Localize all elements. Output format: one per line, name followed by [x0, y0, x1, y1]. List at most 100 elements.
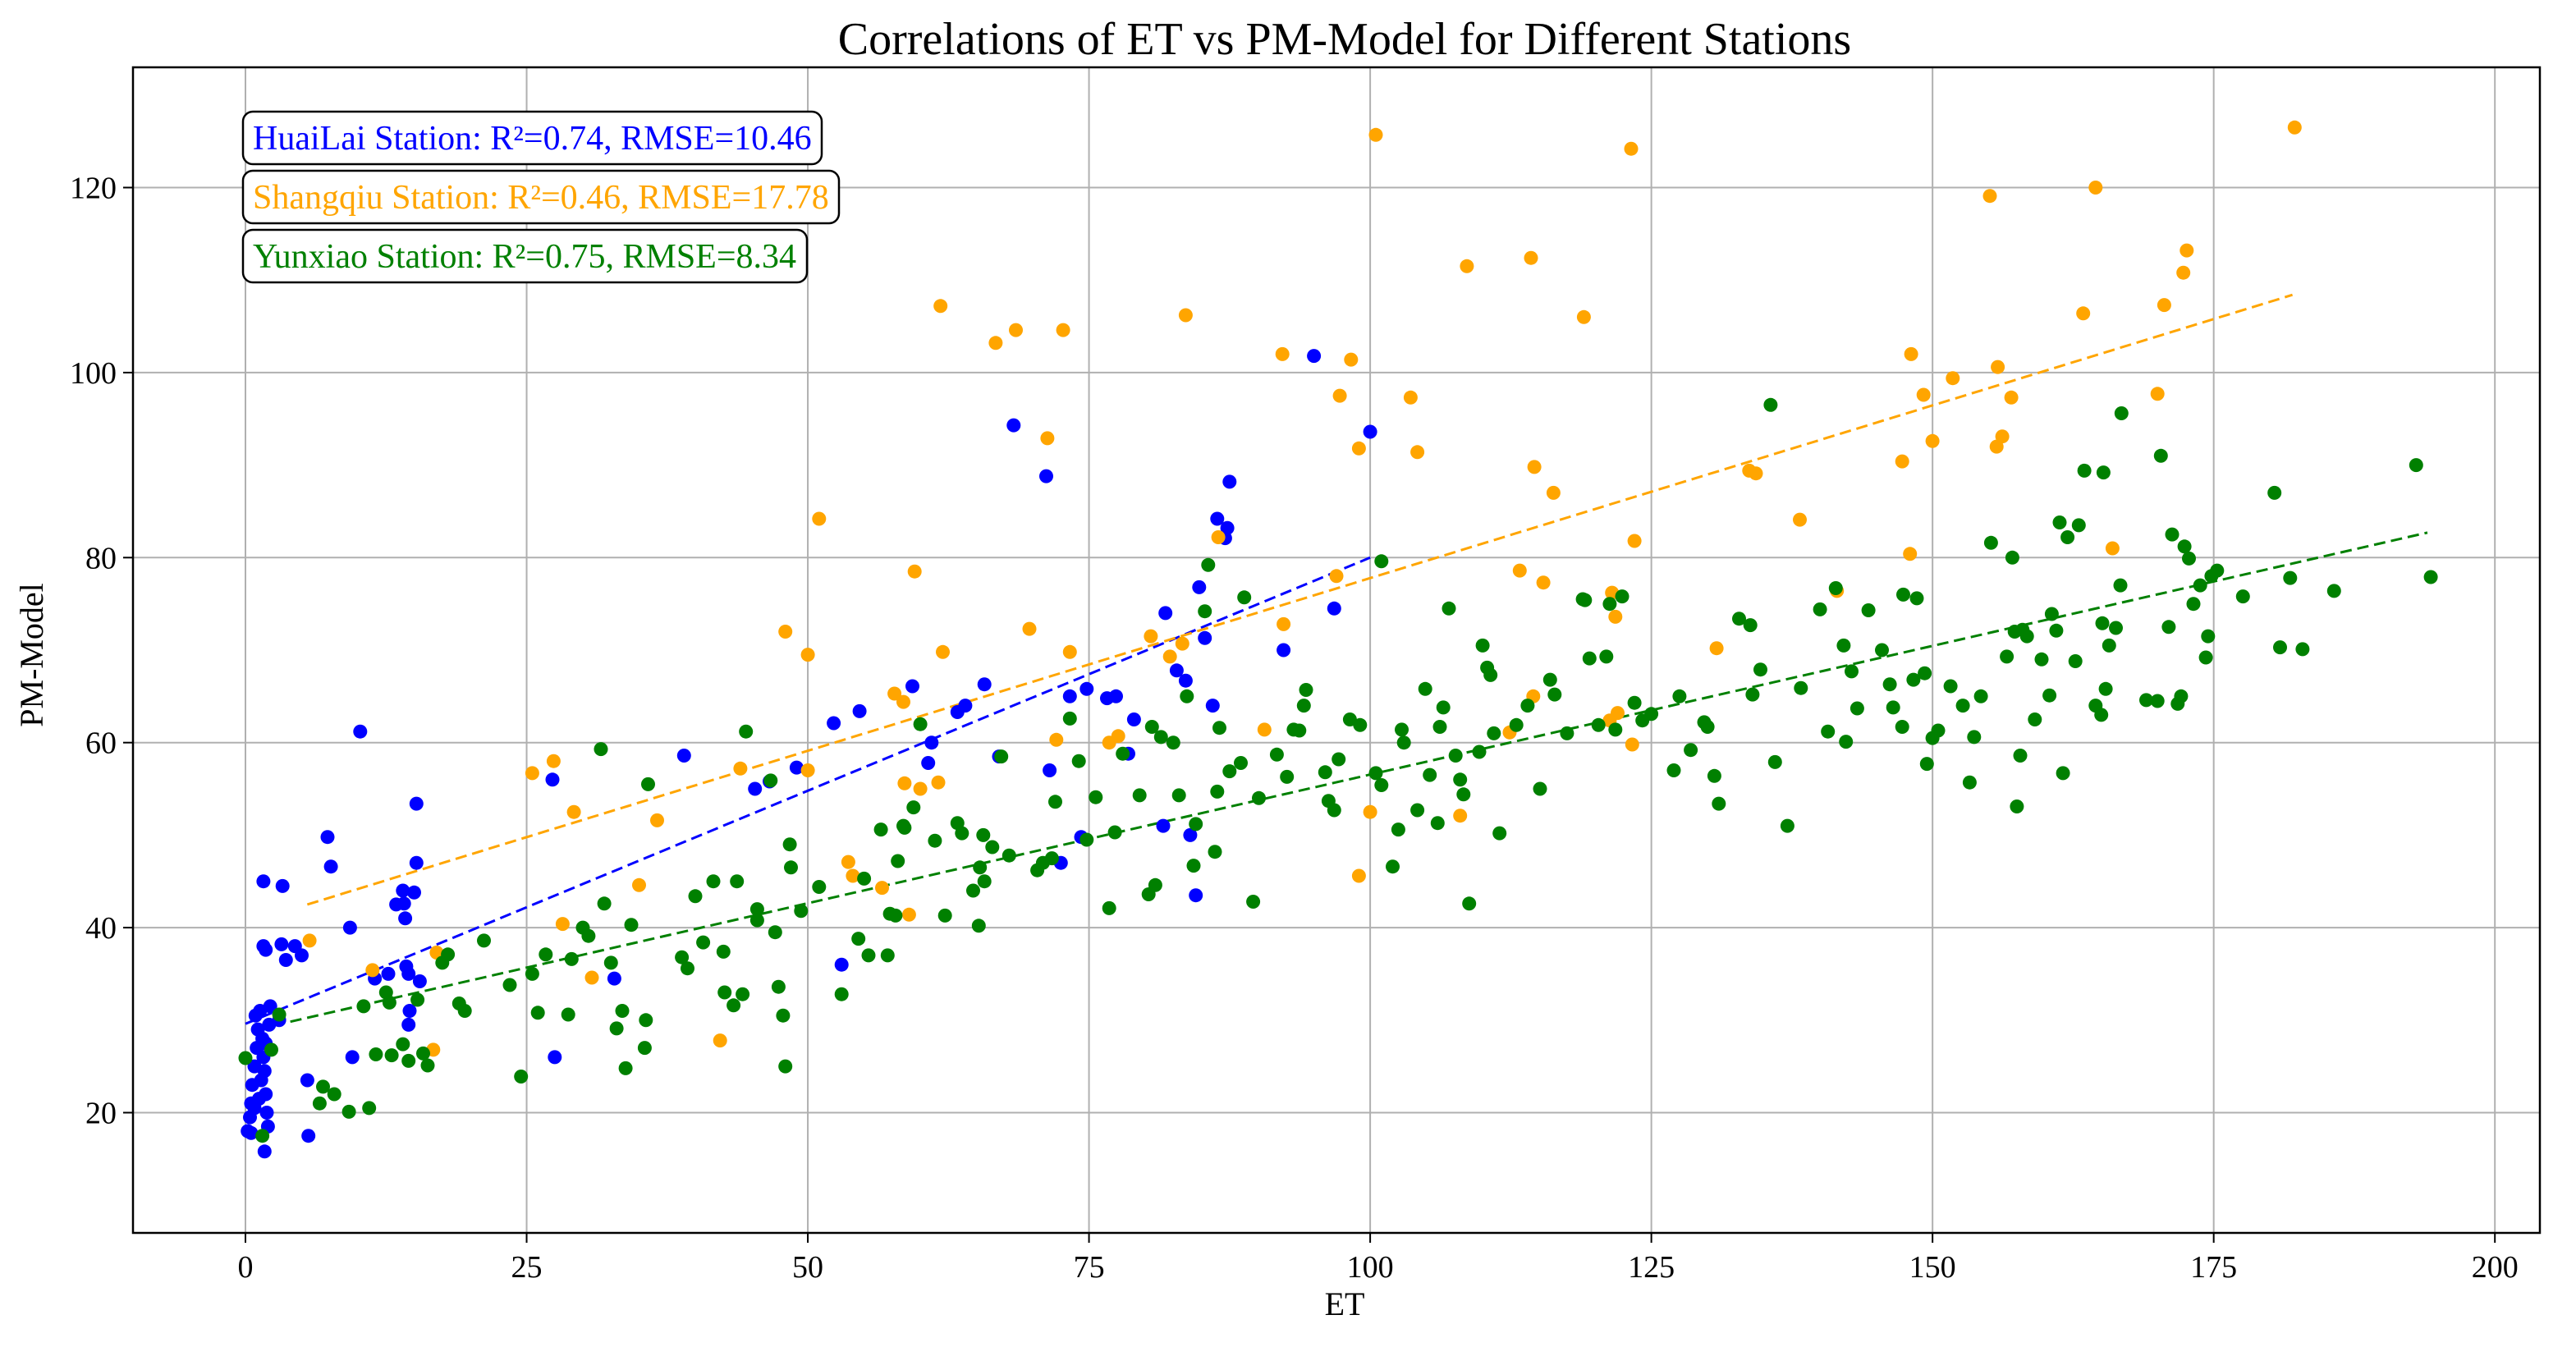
x-tick-label: 200 [2472, 1250, 2519, 1285]
yunxiao-point [2165, 527, 2180, 542]
shangqiu-point [1793, 512, 1807, 527]
shangqiu-point [1512, 563, 1527, 578]
shangqiu-point [1982, 189, 1997, 204]
yunxiao-point [2028, 712, 2042, 726]
huailai-point [852, 703, 867, 718]
yunxiao-point [396, 1037, 410, 1051]
huailai-point [342, 920, 357, 935]
yunxiao-point [255, 1129, 270, 1143]
yunxiao-point [2052, 515, 2067, 529]
yunxiao-point [2409, 458, 2423, 473]
yunxiao-point [851, 932, 866, 946]
yunxiao-point [1448, 749, 1463, 763]
yunxiao-point [2326, 584, 2341, 598]
huailai-point [1109, 689, 1123, 703]
yunxiao-point [1707, 768, 1721, 783]
yunxiao-point [1353, 717, 1368, 732]
yunxiao-point [2044, 607, 2059, 621]
huailai-point [409, 855, 424, 870]
yunxiao-point [362, 1101, 377, 1116]
yunxiao-point [861, 948, 876, 963]
yunxiao-point [1967, 730, 1982, 745]
yunxiao-point [768, 925, 782, 940]
shangqiu-point [778, 625, 793, 639]
fit-lines [245, 293, 2428, 1031]
yunxiao-point [2283, 570, 2298, 585]
huailai-point [274, 937, 289, 951]
huailai-point [748, 781, 763, 796]
yunxiao-point [782, 837, 797, 852]
yunxiao-point [1201, 557, 1216, 572]
yunxiao-point [1828, 581, 1843, 595]
shangqiu-point [1576, 309, 1591, 324]
yunxiao-point [1132, 788, 1147, 803]
shangqiu-point [887, 686, 902, 701]
huailai-point [1062, 689, 1077, 703]
shangqiu-point [901, 907, 916, 922]
huailai-point [259, 942, 273, 957]
shangqiu-point [2180, 243, 2194, 258]
huailai-point [323, 859, 338, 874]
yunxiao-point [1547, 687, 1562, 702]
shangqiu-point [1991, 360, 2005, 374]
yunxiao-point [238, 1051, 253, 1065]
yunxiao-point [1542, 672, 1557, 687]
yunxiao-point [1432, 720, 1447, 734]
yunxiao-point [1487, 726, 1501, 740]
shangqiu-point [566, 804, 581, 819]
shangqiu-point [1175, 636, 1189, 651]
shangqiu-point [2088, 181, 2103, 195]
yunxiao-point [1280, 769, 1295, 784]
huailai-point [1222, 474, 1237, 489]
yunxiao-point [749, 902, 764, 917]
shangqiu-point [800, 648, 815, 662]
shangqiu-point [1624, 141, 1639, 156]
shangqiu-point [302, 933, 317, 948]
yunxiao-point [2071, 518, 2086, 533]
yunxiao-point [594, 742, 608, 757]
yunxiao-point [1794, 680, 1808, 695]
yunxiao-point [1318, 765, 1332, 780]
shangqiu-point [1903, 547, 1918, 561]
yunxiao-point [1684, 743, 1698, 758]
shangqiu-point [713, 1033, 727, 1048]
yunxiao-point [441, 947, 456, 962]
huailai-point [1169, 663, 1184, 678]
yunxiao-point [597, 896, 612, 911]
shangqiu-point [1989, 439, 2004, 454]
shangqiu-point [1111, 729, 1125, 744]
yunxiao-points [238, 397, 2438, 1143]
shangqiu-point [1527, 460, 1542, 474]
huailai-point [1220, 520, 1235, 535]
yunxiao-point [1423, 767, 1437, 782]
huailai-point [1158, 606, 1173, 621]
yunxiao-point [880, 948, 895, 963]
yunxiao-point [2102, 638, 2116, 653]
huailai-point [278, 953, 293, 967]
yunxiao-point [906, 800, 921, 815]
yunxiao-point [2139, 693, 2153, 708]
yunxiao-point [2096, 465, 2111, 480]
yunxiao-point [1252, 790, 1266, 805]
yunxiao-point [727, 998, 741, 1013]
yunxiao-point [2186, 597, 2201, 612]
shangqiu-point [1257, 722, 1272, 737]
yunxiao-point [2193, 578, 2207, 593]
yunxiao-point [514, 1070, 529, 1084]
shangqiu-point [1363, 804, 1377, 819]
yunxiao-point [603, 955, 618, 970]
yunxiao-point [1234, 756, 1248, 770]
huailai-point [921, 756, 936, 770]
shangqiu-point [812, 511, 827, 526]
yunxiao-point [1396, 735, 1411, 750]
yunxiao-point [1102, 900, 1116, 915]
huailai-point [1192, 580, 1207, 594]
yunxiao-point [1886, 700, 1900, 715]
yunxiao-point [1368, 766, 1383, 781]
yunxiao-point [369, 1047, 383, 1061]
huailai-point [958, 699, 973, 713]
yunxiao-point [1116, 746, 1130, 761]
yunxiao-point [1089, 790, 1103, 804]
yunxiao-point [1973, 689, 1988, 703]
